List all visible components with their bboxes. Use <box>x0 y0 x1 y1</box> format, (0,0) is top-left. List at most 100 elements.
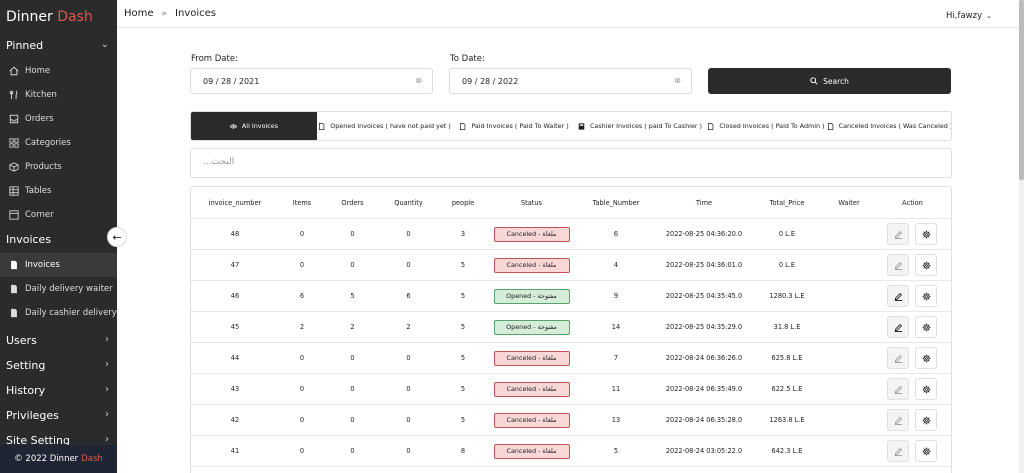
table-cell-invoice-number: 47 <box>230 261 240 269</box>
column-header[interactable]: Action <box>902 198 923 207</box>
edit-icon <box>894 354 903 363</box>
table-cell-status: Canceled - ملغاة <box>489 374 574 404</box>
sidebar-item-orders[interactable]: Orders <box>0 107 117 131</box>
edit-button[interactable] <box>887 347 909 369</box>
sidebar-item-daily-delivery-waiter[interactable]: Daily delivery waiter <box>0 277 117 301</box>
gear-icon <box>922 385 931 394</box>
table-header-row: invoice_number Items Orders Quantity peo… <box>191 187 951 219</box>
chevron-right-icon: › <box>105 384 109 395</box>
table-cell-people: 5 <box>460 385 466 393</box>
table-cell-time: 2022-08-25 04:35:45.0 <box>665 292 743 300</box>
settings-button[interactable] <box>915 223 937 245</box>
column-header[interactable]: Status <box>520 198 542 207</box>
sidebar-item-invoices[interactable]: Invoices <box>0 253 117 277</box>
brand-logo[interactable]: Dinner Dash <box>0 0 117 34</box>
column-header[interactable]: invoice_number <box>208 198 262 207</box>
table-cell-items: 0 <box>299 385 305 393</box>
column-header[interactable]: Table_Number <box>592 198 640 207</box>
sidebar-section-history[interactable]: History › <box>0 379 117 404</box>
status-badge: Canceled - ملغاة <box>493 226 570 242</box>
column-header[interactable]: Time <box>695 198 713 207</box>
settings-button[interactable] <box>915 316 937 338</box>
breadcrumb-current: Invoices <box>175 8 217 19</box>
settings-button[interactable] <box>915 285 937 307</box>
user-menu[interactable]: Hi,fawzy ⌄ <box>946 11 992 21</box>
edit-button[interactable] <box>887 316 909 338</box>
table-cell-quantity: 0 <box>406 354 411 362</box>
document-icon <box>8 308 19 319</box>
settings-button[interactable] <box>915 254 937 276</box>
table-search-input[interactable] <box>203 157 939 167</box>
sidebar-collapse-button[interactable]: ← <box>107 227 127 247</box>
sidebar-item-daily-cashier-delivery[interactable]: Daily cashier delivery <box>0 301 117 325</box>
column-header[interactable]: Total_Price <box>769 198 805 207</box>
page-scrollbar[interactable] <box>1019 0 1024 473</box>
breadcrumb: Home » Invoices <box>124 8 216 19</box>
table-cell-invoice-number: 45 <box>230 323 240 331</box>
eye-icon <box>229 123 237 130</box>
inbox-icon <box>8 114 19 125</box>
sidebar-item-tables[interactable]: Tables <box>0 179 117 203</box>
sidebar-item-home[interactable]: Home <box>0 59 117 83</box>
sidebar-section-label: Privileges <box>6 409 59 422</box>
settings-button[interactable] <box>915 409 937 431</box>
status-badge: Canceled - ملغاة <box>493 443 570 459</box>
sidebar-section-site-setting[interactable]: Site Setting › <box>0 429 117 454</box>
edit-icon <box>894 292 903 301</box>
table-cell-status: Opened - مفتوحة <box>489 312 574 342</box>
settings-button[interactable] <box>915 347 937 369</box>
column-header[interactable]: Items <box>292 198 312 207</box>
from-date-input[interactable]: 09 / 28 / 2021 ⊗ <box>190 68 433 94</box>
document-icon <box>8 260 19 271</box>
table-cell-time: 2022-08-24 03:05:22.0 <box>665 447 743 455</box>
arrow-left-icon: ← <box>112 230 122 244</box>
table-cell-total-price: 1263.8 L.E <box>769 416 805 424</box>
fork-knife-icon <box>8 90 19 101</box>
settings-button[interactable] <box>915 440 937 462</box>
tab-cashier-invoices[interactable]: Cashier Invoices ( paid To Cashier ) <box>576 112 704 140</box>
sidebar-section-pinned[interactable]: Pinned ⌄ <box>0 34 117 59</box>
sidebar-section-privileges[interactable]: Privileges › <box>0 404 117 429</box>
sidebar-item-corner[interactable]: Corner <box>0 203 117 227</box>
sidebar-item-categories[interactable]: Categories <box>0 131 117 155</box>
tab-opened-invoices[interactable]: Opened Invoices ( have not paid yet ) <box>317 112 452 140</box>
table-cell-people: 5 <box>460 416 466 424</box>
tab-all-invoices[interactable]: All Invoices <box>191 112 317 140</box>
sidebar-section-setting[interactable]: Setting › <box>0 354 117 379</box>
sidebar-section-users[interactable]: Users › <box>0 329 117 354</box>
sidebar-item-products[interactable]: Products <box>0 155 117 179</box>
clear-icon[interactable]: ⊗ <box>415 76 422 85</box>
edit-button[interactable] <box>887 254 909 276</box>
tab-canceled-invoices[interactable]: Canceled Invoices ( Was Canceled ) <box>827 112 951 140</box>
scrollbar-thumb[interactable] <box>1019 0 1024 180</box>
edit-button[interactable] <box>887 440 909 462</box>
sidebar-section-invoices[interactable]: Invoices <box>0 228 117 253</box>
sidebar-section-label: Pinned <box>6 39 44 52</box>
clear-icon[interactable]: ⊗ <box>674 76 681 85</box>
column-header[interactable]: Orders <box>341 198 364 207</box>
footer-accent: Dash <box>81 454 103 464</box>
table-cell-status: Opened - مفتوحة <box>489 281 574 311</box>
table-cell-total-price: 31.8 L.E <box>773 323 801 331</box>
to-date-input[interactable]: 09 / 28 / 2022 ⊗ <box>449 68 692 94</box>
tab-closed-invoices[interactable]: Closed Invoices ( Paid To Admin ) <box>704 112 828 140</box>
breadcrumb-home[interactable]: Home <box>124 8 154 19</box>
edit-button[interactable] <box>887 223 909 245</box>
settings-button[interactable] <box>915 378 937 400</box>
edit-button[interactable] <box>887 409 909 431</box>
table-cell-waiter <box>824 405 874 435</box>
table-cell-quantity: 0 <box>406 416 411 424</box>
sidebar-item-kitchen[interactable]: Kitchen <box>0 83 117 107</box>
invoice-tabs: All Invoices Opened Invoices ( have not … <box>190 111 952 141</box>
table-cell-invoice-number: 44 <box>230 354 240 362</box>
column-header[interactable]: Waiter <box>838 198 860 207</box>
column-header[interactable]: people <box>451 198 475 207</box>
tab-paid-invoices[interactable]: Paid Invoices ( Paid To Waiter ) <box>452 112 576 140</box>
column-header[interactable]: Quantity <box>394 198 423 207</box>
edit-button[interactable] <box>887 285 909 307</box>
search-button[interactable]: Search <box>708 68 951 94</box>
table-cell-items: 0 <box>299 416 305 424</box>
edit-button[interactable] <box>887 378 909 400</box>
status-badge: Opened - مفتوحة <box>493 288 570 304</box>
brand-accent: Dash <box>57 9 93 25</box>
